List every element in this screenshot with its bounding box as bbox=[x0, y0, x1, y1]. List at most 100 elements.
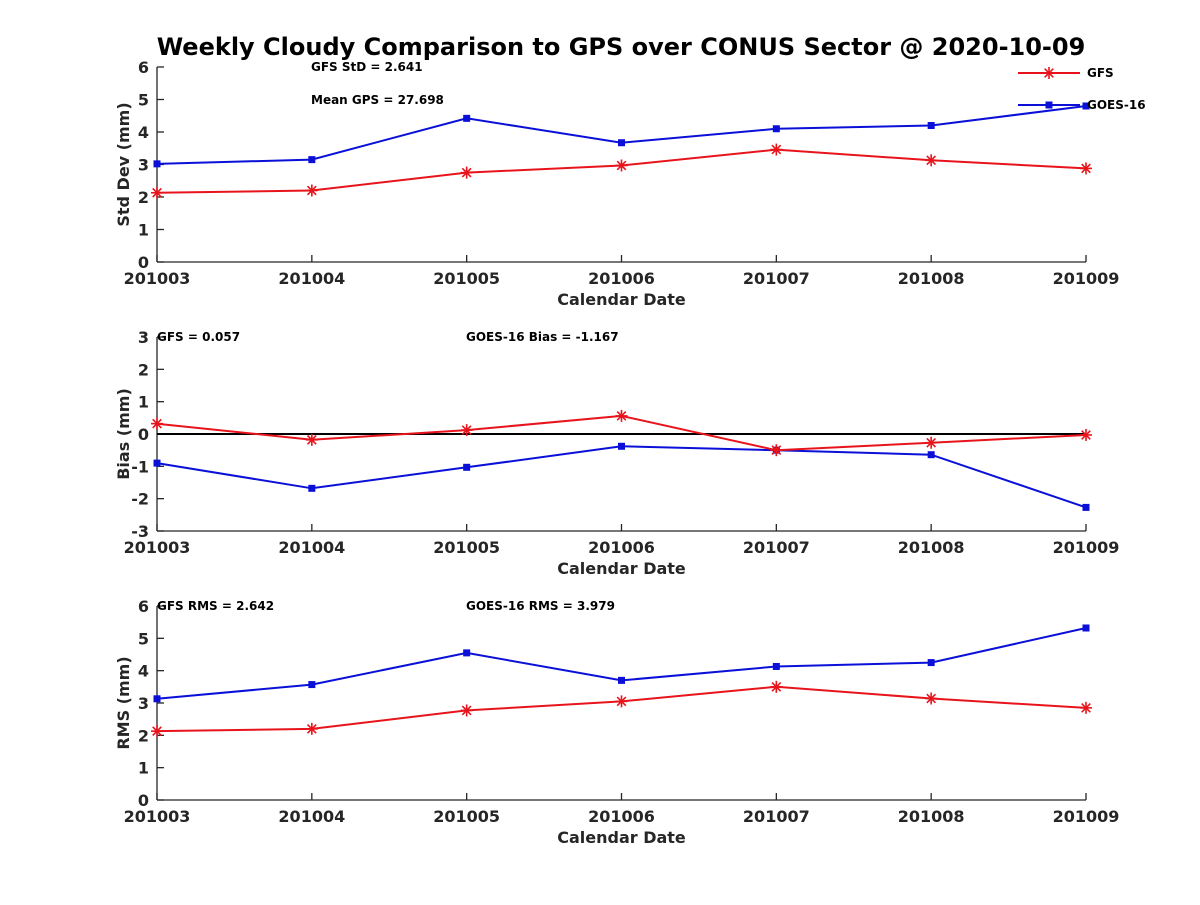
x-tick-label: 201008 bbox=[898, 269, 965, 288]
stat-annotation: GFS StD = 2.641 bbox=[311, 60, 423, 74]
data-point-goes bbox=[463, 649, 471, 657]
data-point-gfs bbox=[1080, 428, 1092, 441]
x-tick-label: 201006 bbox=[588, 807, 655, 826]
x-tick-label: 201005 bbox=[433, 538, 500, 557]
data-point-gfs bbox=[151, 725, 163, 738]
data-point-gfs bbox=[305, 433, 318, 446]
y-tick-label: 5 bbox=[138, 629, 149, 648]
data-point-goes bbox=[618, 442, 625, 450]
data-point-gfs bbox=[615, 409, 628, 422]
x-tick-label: 201004 bbox=[278, 538, 345, 557]
data-point-goes bbox=[153, 695, 161, 703]
data-point-gfs bbox=[925, 154, 938, 167]
data-point-goes bbox=[772, 662, 780, 670]
x-axis-label: Calendar Date bbox=[557, 290, 686, 309]
data-point-gfs bbox=[151, 186, 163, 199]
x-tick-label: 201009 bbox=[1053, 538, 1120, 557]
x-tick-label: 201003 bbox=[124, 538, 191, 557]
x-tick-label: 201003 bbox=[124, 269, 191, 288]
legend-marker bbox=[1043, 67, 1055, 79]
data-point-gfs bbox=[460, 424, 473, 437]
y-tick-label: 3 bbox=[138, 156, 149, 175]
y-tick-label: 0 bbox=[138, 253, 149, 272]
y-tick-label: 1 bbox=[138, 393, 149, 412]
data-point-goes bbox=[153, 459, 161, 467]
y-tick-label: 6 bbox=[138, 597, 149, 616]
data-point-goes bbox=[308, 156, 316, 164]
data-point-goes bbox=[463, 463, 471, 471]
x-axis-label: Calendar Date bbox=[557, 828, 686, 847]
x-tick-label: 201003 bbox=[124, 807, 191, 826]
y-tick-label: 5 bbox=[138, 91, 149, 110]
legend-label: GFS bbox=[1087, 66, 1114, 80]
legend-entry-gfs: GFS bbox=[1018, 66, 1114, 80]
x-tick-label: 201008 bbox=[898, 807, 965, 826]
data-point-goes bbox=[153, 160, 161, 168]
x-tick-label: 201004 bbox=[278, 807, 345, 826]
data-point-gfs bbox=[305, 184, 318, 197]
data-point-goes bbox=[1082, 102, 1090, 110]
data-point-goes bbox=[772, 125, 780, 133]
y-tick-label: -2 bbox=[131, 490, 149, 509]
data-point-gfs bbox=[460, 166, 473, 179]
y-tick-label: 4 bbox=[138, 662, 149, 681]
y-tick-label: 2 bbox=[138, 726, 149, 745]
y-tick-label: -1 bbox=[131, 457, 149, 476]
y-tick-label: 2 bbox=[138, 360, 149, 379]
y-tick-label: 0 bbox=[138, 425, 149, 444]
legend-entry-goes: GOES-16 bbox=[1018, 98, 1146, 112]
x-tick-label: 201009 bbox=[1053, 807, 1120, 826]
legend-label: GOES-16 bbox=[1087, 98, 1146, 112]
legend-marker bbox=[1045, 101, 1053, 109]
panel-stddev: 0 1 2 3 4 5 6 201003 201004 201005 201006 201007 201… bbox=[114, 58, 1119, 309]
y-tick-label: -3 bbox=[131, 522, 149, 541]
data-point-goes bbox=[308, 484, 316, 492]
legend: GFS GOES-16 bbox=[1018, 66, 1146, 112]
data-point-gfs bbox=[151, 417, 163, 430]
panel-rms: 0 1 2 3 4 5 6 201003 201004 201005 201006 201007 201… bbox=[114, 597, 1119, 847]
y-tick-label: 0 bbox=[138, 791, 149, 810]
y-tick-label: 2 bbox=[138, 188, 149, 207]
stat-annotation: GOES-16 Bias = -1.167 bbox=[466, 330, 619, 344]
data-point-gfs bbox=[615, 159, 628, 172]
data-point-goes bbox=[927, 659, 935, 667]
data-point-gfs bbox=[305, 722, 318, 735]
y-tick-label: 1 bbox=[138, 759, 149, 778]
panel-bias: -3 -2 -1 0 1 2 3 201003 201004 201005 201006 201007… bbox=[114, 328, 1119, 578]
data-point-gfs bbox=[925, 436, 938, 449]
y-tick-label: 3 bbox=[138, 328, 149, 347]
x-tick-label: 201006 bbox=[588, 538, 655, 557]
x-tick-label: 201005 bbox=[433, 269, 500, 288]
chart-title: Weekly Cloudy Comparison to GPS over CON… bbox=[157, 33, 1086, 61]
data-point-gfs bbox=[770, 143, 783, 156]
data-point-gfs bbox=[1080, 162, 1092, 175]
x-tick-label: 201008 bbox=[898, 538, 965, 557]
data-point-gfs bbox=[1080, 701, 1092, 714]
y-tick-label: 6 bbox=[138, 58, 149, 77]
data-point-gfs bbox=[770, 444, 783, 457]
data-point-gfs bbox=[770, 680, 783, 693]
stat-annotation: GOES-16 RMS = 3.979 bbox=[466, 599, 615, 613]
data-point-goes bbox=[1082, 503, 1090, 511]
y-tick-label: 3 bbox=[138, 694, 149, 713]
x-tick-label: 201009 bbox=[1053, 269, 1120, 288]
data-point-gfs bbox=[615, 695, 628, 708]
stat-annotation: GFS = 0.057 bbox=[157, 330, 240, 344]
x-tick-label: 201006 bbox=[588, 269, 655, 288]
y-axis-label: RMS (mm) bbox=[114, 656, 133, 749]
x-tick-label: 201004 bbox=[278, 269, 345, 288]
y-tick-label: 4 bbox=[138, 123, 149, 142]
data-point-gfs bbox=[925, 692, 938, 705]
data-point-goes bbox=[618, 139, 625, 147]
stat-annotation: Mean GPS = 27.698 bbox=[311, 93, 444, 107]
data-point-goes bbox=[618, 676, 625, 684]
y-tick-label: 1 bbox=[138, 221, 149, 240]
data-point-gfs bbox=[460, 704, 473, 717]
x-tick-label: 201007 bbox=[743, 269, 810, 288]
x-tick-label: 201007 bbox=[743, 807, 810, 826]
y-axis-label: Bias (mm) bbox=[114, 388, 133, 480]
y-axis-label: Std Dev (mm) bbox=[114, 102, 133, 226]
data-point-goes bbox=[927, 122, 935, 129]
